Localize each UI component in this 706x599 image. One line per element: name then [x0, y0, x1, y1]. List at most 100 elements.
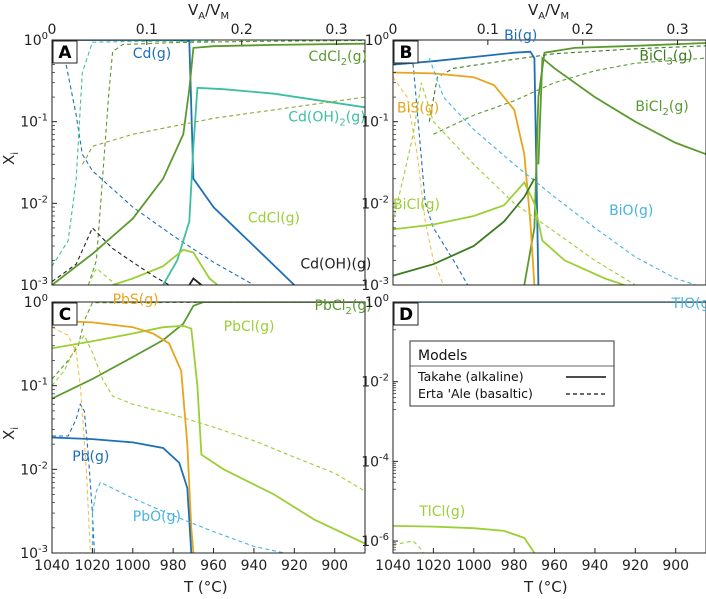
panel-frame	[51, 39, 366, 286]
top-axis-label: VA/VM	[528, 1, 569, 22]
top-tick-label: 0.1	[477, 22, 499, 38]
series-group	[393, 302, 706, 553]
series-line-cd-g--solid	[52, 40, 295, 285]
series-line-bicl2-g--solid	[537, 56, 706, 165]
x-tick-label: 980	[160, 558, 187, 574]
series-line-pbo-g--dashed	[91, 481, 285, 553]
x-tick-label: 960	[200, 558, 227, 574]
panel-letter-box	[52, 40, 78, 64]
panel-D: 100 10-2 10-4 10-6 1040 1020 1000 980 960 940 920 9…	[361, 293, 706, 574]
panel-frame	[392, 39, 706, 286]
series-line-tlcl-g--solid	[393, 525, 536, 553]
series-line-bicl3-g--solid	[523, 42, 706, 285]
legend-entry-solid: Takahe (alkaline)	[417, 369, 524, 384]
series-line-nacl-like-dashed	[81, 96, 365, 165]
x-tick-label: 920	[281, 558, 308, 574]
panel-frame	[51, 301, 366, 554]
y-tick-label: 10-1	[20, 377, 48, 395]
x-tick-label: 940	[582, 558, 609, 574]
x-tick-label: 1020	[75, 558, 111, 574]
y-tick-label: 10-4	[361, 452, 389, 470]
series-line-pbcl2-g--dashed	[52, 302, 365, 380]
series-line-tlcl-g--dashed	[393, 540, 424, 553]
x-tick-label: 940	[241, 558, 268, 574]
y-tick-label: 10-3	[361, 276, 389, 294]
panel-letter-box	[393, 302, 419, 326]
top-axis-label-right: VA/VM	[528, 1, 569, 22]
series-label: Pb(g)	[72, 449, 109, 465]
series-label: BiS(g)	[397, 100, 439, 116]
series-label: BiO(g)	[609, 203, 653, 219]
y-tick-label: 10-2	[361, 194, 389, 212]
panel-B: 100 10-1 10-2 10-3 0 0.1 0.2 0.3 B Bi(g) BiCl3(g) B…	[361, 22, 706, 294]
series-line-bicl-g--dashed	[393, 82, 636, 285]
plot-area	[393, 40, 706, 285]
series-line-bicl-g--solid	[393, 180, 628, 285]
series-label: PbO(g)	[133, 509, 181, 525]
series-line-cdcl-g--dashed	[87, 267, 117, 285]
series-label: Cd(OH)2(g)	[288, 110, 365, 129]
y-tick-label: 100	[24, 293, 48, 311]
series-line-bicl3-g--dashed	[428, 45, 706, 122]
top-axis-label-left: VA/VM	[188, 1, 229, 22]
y-tick-label: 10-1	[361, 113, 389, 131]
panel-A: 100 10-1 10-2 10-3 0 0.1 0.2 0.3 A Cd(g) CdCl2(g) C…	[20, 22, 371, 294]
series-label: Cd(OH)(g)	[300, 256, 371, 272]
series-line-bicl2-g--dashed	[433, 57, 706, 135]
panel-letter: B	[400, 43, 413, 63]
top-tick-label: 0	[48, 22, 57, 38]
top-tick-label: 0.3	[325, 22, 347, 38]
series-label: CdCl(g)	[248, 211, 300, 227]
series-label: TlO(g)	[671, 296, 706, 312]
series-label: Bi(g)	[504, 28, 537, 44]
x-tick-label: 960	[541, 558, 568, 574]
x-tick-label: 980	[501, 558, 528, 574]
panel-letter-box	[393, 40, 419, 64]
series-line-cdcl2-g--dashed	[87, 40, 365, 285]
series-line-pb-g--solid	[52, 436, 193, 553]
x-tick-label: 1000	[115, 558, 151, 574]
series-line-bis-g--solid	[393, 71, 536, 285]
series-group	[52, 302, 365, 553]
panel-letter: C	[59, 305, 71, 325]
y-axis-label: Xi	[0, 427, 21, 440]
legend-box	[409, 340, 615, 407]
series-line-bicl2-tail-solid	[393, 178, 536, 277]
series-label: CdCl2(g)	[308, 49, 367, 68]
top-tick-label: 0.2	[572, 22, 594, 38]
series-label: Cd(g)	[133, 46, 171, 62]
panel-letter: A	[58, 43, 72, 63]
x-tick-label: 1040	[34, 558, 70, 574]
x-tick-label: 1020	[416, 558, 452, 574]
top-tick-label: 0.3	[666, 22, 688, 38]
series-label: TlCl(g)	[418, 504, 465, 520]
panel-frame	[392, 301, 706, 554]
y-tick-label: 10-2	[361, 373, 389, 391]
series-line-cd-g--dashed	[52, 40, 255, 285]
top-tick-label: 0.1	[136, 22, 158, 38]
series-line-bi-g--solid	[393, 50, 540, 285]
series-label: BiCl(g)	[393, 197, 440, 213]
series-line-bio-g--dashed	[428, 57, 697, 285]
series-line-pbcl-g--dashed	[52, 334, 365, 492]
series-line-pbs-g--dashed	[52, 326, 91, 553]
x-axis-label: T (°C)	[523, 578, 568, 596]
top-axis-label: VA/VM	[188, 1, 229, 22]
top-tick-label: 0.2	[231, 22, 253, 38]
series-group	[52, 40, 365, 285]
legend-title: Models	[418, 348, 467, 364]
series-line-cd-oh-2-g--dashed	[52, 40, 214, 267]
series-label: PbCl2(g)	[315, 298, 372, 317]
series-line-pb-g--dashed	[52, 402, 95, 553]
y-tick-label: 100	[24, 31, 48, 49]
series-line-cd-oh-g--dashed	[52, 226, 170, 285]
y-tick-label: 10-2	[20, 194, 48, 212]
x-tick-label: 900	[321, 558, 348, 574]
panel-letter-box	[52, 302, 78, 326]
legend-entry-dashed: Erta 'Ale (basaltic)	[418, 386, 533, 401]
x-tick-label: 1000	[456, 558, 492, 574]
legend: Models Takahe (alkaline) Erta 'Ale (basa…	[409, 340, 615, 407]
series-label: PbS(g)	[113, 292, 159, 308]
